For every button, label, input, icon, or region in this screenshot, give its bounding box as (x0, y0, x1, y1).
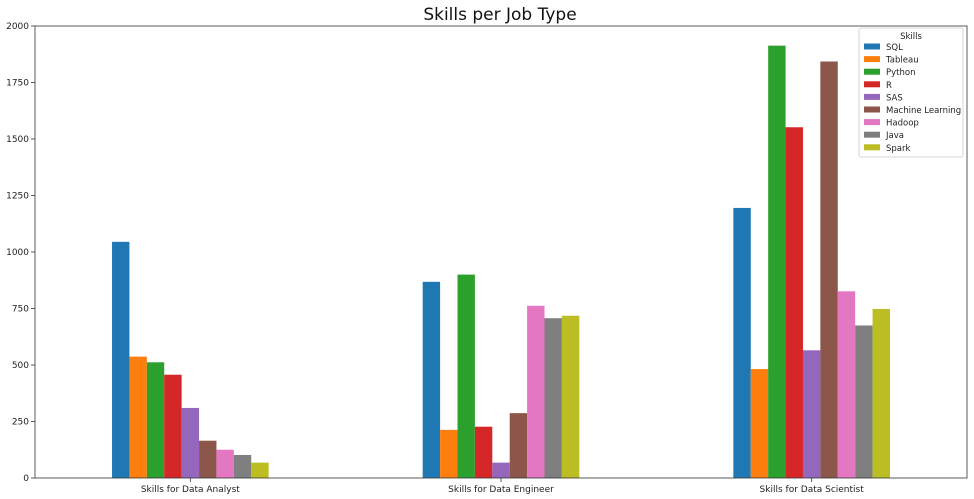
bar-sas-cat-2 (802, 350, 821, 478)
legend-swatch-sas (864, 93, 880, 100)
x-axis: Skills for Data Analyst Skills for Data E… (141, 478, 864, 495)
bar-spark-cat-1 (561, 315, 580, 478)
bar-java-cat-0 (233, 454, 252, 478)
legend: Skills SQL Tableau Python R SAS Machine Learn… (858, 27, 964, 158)
bar-machine-learning-cat-1 (509, 413, 528, 478)
legend-label: Tableau (885, 56, 919, 66)
y-tick-label: 0 (23, 474, 29, 484)
bar-sas-cat-1 (492, 462, 510, 478)
chart-title: Skills per Job Type (423, 5, 576, 25)
legend-label: Machine Learning (886, 106, 961, 116)
legend-swatch-python (864, 68, 880, 75)
legend-label: Spark (886, 144, 910, 154)
bar-r-cat-1 (474, 426, 493, 478)
bar-python-cat-0 (146, 362, 165, 478)
bar-java-cat-2 (855, 325, 873, 478)
legend-swatch-java (864, 131, 880, 138)
bar-tableau-cat-2 (750, 369, 769, 478)
legend-swatch-r (864, 81, 880, 88)
bars-group (112, 45, 890, 479)
x-category-label: Skills for Data Engineer (448, 485, 554, 495)
bar-hadoop-cat-0 (216, 449, 234, 478)
legend-items: SQL Tableau Python R SAS Machine Learning Hado… (864, 43, 961, 154)
legend-label: SQL (886, 43, 903, 53)
y-axis: 0 250 500 750 1000 1250 1500 1750 2000 (6, 22, 35, 484)
y-tick-label: 750 (12, 305, 29, 315)
bar-spark-cat-2 (872, 308, 890, 478)
bar-hadoop-cat-1 (527, 305, 545, 478)
bar-sas-cat-0 (181, 407, 200, 478)
bar-python-cat-2 (768, 45, 786, 479)
bar-hadoop-cat-2 (837, 291, 856, 478)
plot-frame (34, 25, 968, 479)
bar-machine-learning-cat-0 (199, 440, 217, 478)
bar-r-cat-0 (164, 374, 182, 478)
legend-box (858, 27, 964, 158)
legend-label: Hadoop (886, 119, 919, 129)
bar-tableau-cat-0 (129, 356, 147, 478)
legend-label: Java (885, 131, 904, 141)
bar-machine-learning-cat-2 (820, 61, 838, 479)
bar-sql-cat-0 (112, 241, 130, 478)
legend-swatch-hadoop (864, 119, 880, 126)
legend-label: R (886, 81, 892, 91)
bar-sql-cat-1 (422, 281, 441, 478)
legend-swatch-sql (864, 43, 880, 50)
legend-label: Python (886, 68, 915, 78)
legend-title: Skills (900, 32, 922, 42)
bar-python-cat-1 (457, 274, 475, 478)
legend-swatch-machine-learning (864, 106, 880, 113)
y-tick-label: 1250 (6, 192, 29, 202)
y-tick-label: 1750 (6, 79, 29, 89)
y-tick-label: 1500 (6, 135, 29, 145)
x-category-label: Skills for Data Analyst (141, 485, 240, 495)
bar-r-cat-2 (785, 127, 803, 479)
y-tick-label: 2000 (6, 22, 29, 32)
legend-label: SAS (886, 93, 903, 103)
bar-java-cat-1 (544, 318, 562, 478)
bar-spark-cat-0 (251, 462, 269, 478)
x-category-label: Skills for Data Scientist (760, 485, 865, 495)
y-tick-label: 500 (12, 361, 29, 371)
bar-sql-cat-2 (733, 207, 751, 478)
legend-swatch-spark (864, 144, 880, 151)
legend-swatch-tableau (864, 56, 880, 63)
y-tick-label: 250 (12, 418, 29, 428)
bar-tableau-cat-1 (440, 429, 458, 478)
y-tick-label: 1000 (6, 248, 29, 258)
